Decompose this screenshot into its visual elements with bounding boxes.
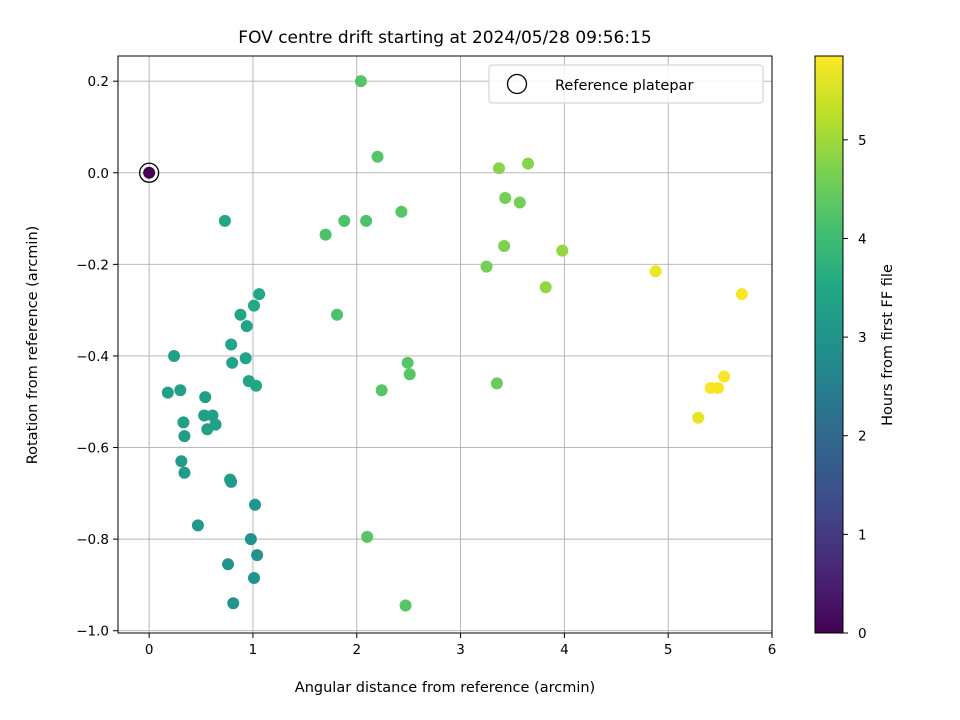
colorbar [814, 55, 844, 634]
x-axis-ticks: 0 1 2 3 4 5 6 [145, 633, 776, 658]
scatter-point [175, 455, 188, 468]
y-tick-label: −0.6 [76, 441, 109, 457]
colorbar-ticks: 0 1 2 3 4 5 [843, 133, 867, 642]
x-tick-label: 0 [145, 642, 154, 658]
x-tick-label: 3 [456, 642, 465, 658]
scatter-point [249, 498, 262, 511]
scatter-point [403, 368, 416, 381]
scatter-point [168, 349, 181, 362]
scatter-point [225, 338, 238, 351]
x-tick-label: 6 [768, 642, 777, 658]
scatter-point [247, 299, 260, 312]
scatter-point [253, 288, 266, 301]
scatter-point [177, 416, 190, 429]
scatter-point [492, 162, 505, 175]
scatter-point [191, 519, 204, 532]
grid-lines [118, 56, 773, 633]
y-tick-label: 0.0 [88, 166, 109, 182]
scatter-point [178, 466, 191, 479]
scatter-point [331, 308, 344, 321]
scatter-point [206, 409, 219, 422]
x-tick-label: 5 [664, 642, 673, 658]
data-points [161, 75, 748, 612]
chart-title: FOV centre drift starting at 2024/05/28 … [238, 28, 651, 48]
reference-point [143, 166, 156, 179]
x-tick-label: 1 [249, 642, 258, 658]
scatter-point [375, 384, 388, 397]
colorbar-tick-label: 3 [858, 330, 867, 346]
colorbar-tick-label: 5 [858, 133, 867, 149]
scatter-point [718, 370, 731, 383]
colorbar-tick-label: 2 [858, 429, 867, 445]
scatter-point [395, 205, 408, 218]
scatter-point [222, 558, 235, 571]
scatter-point [178, 430, 191, 443]
reference-ring [138, 162, 160, 183]
scatter-point [174, 384, 187, 397]
scatter-point [692, 411, 705, 424]
scatter-point [244, 533, 257, 546]
scatter-point [735, 288, 748, 301]
scatter-point [498, 240, 511, 253]
scatter-point [198, 409, 211, 422]
scatter-point [209, 418, 222, 431]
scatter-point [712, 382, 725, 395]
y-tick-label: −0.2 [76, 257, 109, 273]
legend-reference-icon [506, 73, 528, 95]
colorbar-tick-label: 4 [858, 231, 867, 247]
scatter-point [522, 157, 535, 170]
scatter-point [240, 320, 253, 333]
scatter-point [480, 260, 493, 273]
scatter-point [239, 352, 252, 365]
scatter-point [354, 75, 367, 88]
y-axis-ticks: 0.2 0.0 −0.2 −0.4 −0.6 −0.8 −1.0 [76, 74, 118, 640]
scatter-point [399, 599, 412, 612]
scatter-point [199, 391, 212, 404]
x-tick-label: 2 [352, 642, 361, 658]
scatter-point [227, 597, 240, 610]
scatter-point [539, 281, 552, 294]
scatter-point [371, 150, 384, 163]
scatter-point [319, 228, 332, 241]
legend-entry-reference: Reference platepar [555, 78, 693, 94]
legend-box [488, 64, 764, 104]
scatter-point [247, 572, 260, 585]
scatter-point [234, 308, 247, 321]
scatter-point [649, 265, 662, 278]
scatter-point [361, 530, 374, 543]
x-tick-label: 4 [560, 642, 569, 658]
scatter-point [218, 214, 231, 227]
y-tick-label: −1.0 [76, 624, 109, 640]
reference-marker [138, 162, 160, 183]
y-axis-label: Rotation from reference (arcmin) [25, 226, 41, 465]
scatter-point [401, 356, 414, 369]
scatter-point [161, 386, 174, 399]
scatter-point [226, 356, 239, 369]
plot-frame [117, 55, 773, 634]
scatter-point [513, 196, 526, 209]
scatter-point [556, 244, 569, 257]
colorbar-tick-label: 0 [858, 626, 867, 642]
legend: Reference platepar [488, 64, 764, 104]
scatter-point [251, 549, 264, 562]
y-tick-label: −0.8 [76, 532, 109, 548]
scatter-point [490, 377, 503, 390]
scatter-point [360, 214, 373, 227]
y-tick-label: −0.4 [76, 349, 109, 365]
scatter-point [225, 475, 238, 488]
scatter-point [338, 214, 351, 227]
x-axis-label: Angular distance from reference (arcmin) [295, 680, 595, 696]
scatter-point [250, 379, 263, 392]
scatter-point [499, 191, 512, 204]
colorbar-label: Hours from first FF file [880, 264, 896, 426]
colorbar-tick-label: 1 [858, 527, 867, 543]
y-tick-label: 0.2 [88, 74, 109, 90]
